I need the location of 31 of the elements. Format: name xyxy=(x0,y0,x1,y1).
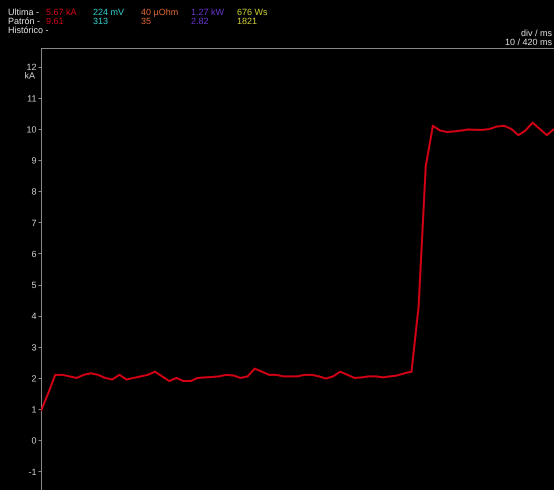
y-tick-label: 2 xyxy=(31,373,36,384)
text: 224 mV xyxy=(93,7,124,17)
text: 35 xyxy=(141,16,152,26)
text: div / ms xyxy=(520,28,552,38)
y-tick-label: 10 xyxy=(26,124,36,134)
text: 1821 xyxy=(237,16,258,26)
y-tick-label: 9 xyxy=(31,156,36,166)
y-tick-label: 3 xyxy=(31,342,36,352)
y-tick-label: 0 xyxy=(31,436,36,446)
text: 313 xyxy=(93,16,108,26)
text: Ultima - xyxy=(8,7,39,17)
y-axis-title: kA xyxy=(24,70,35,81)
y-tick-label: 8 xyxy=(31,186,36,197)
text: 2.82 xyxy=(191,16,209,26)
y-tick-label: 11 xyxy=(27,93,36,104)
text: 676 Ws xyxy=(237,7,268,17)
text: 9.61 xyxy=(46,16,64,26)
y-tick-label: 6 xyxy=(31,248,36,259)
text: 10 / 420 ms xyxy=(504,37,552,47)
text: 40 µOhm xyxy=(141,7,178,17)
text: 1.27 kW xyxy=(191,7,225,17)
text: Patrón - xyxy=(8,16,40,26)
y-tick-label: 5 xyxy=(31,280,36,290)
y-tick-label: -1 xyxy=(28,466,36,477)
y-tick-label: 1 xyxy=(31,404,36,415)
y-tick-label: 7 xyxy=(31,218,36,228)
text: Histórico - xyxy=(8,25,49,35)
text: 5.67 kA xyxy=(46,7,77,17)
y-tick-label: 4 xyxy=(31,311,36,322)
line-series xyxy=(41,122,554,412)
y-tick-label: 12 xyxy=(26,62,36,72)
